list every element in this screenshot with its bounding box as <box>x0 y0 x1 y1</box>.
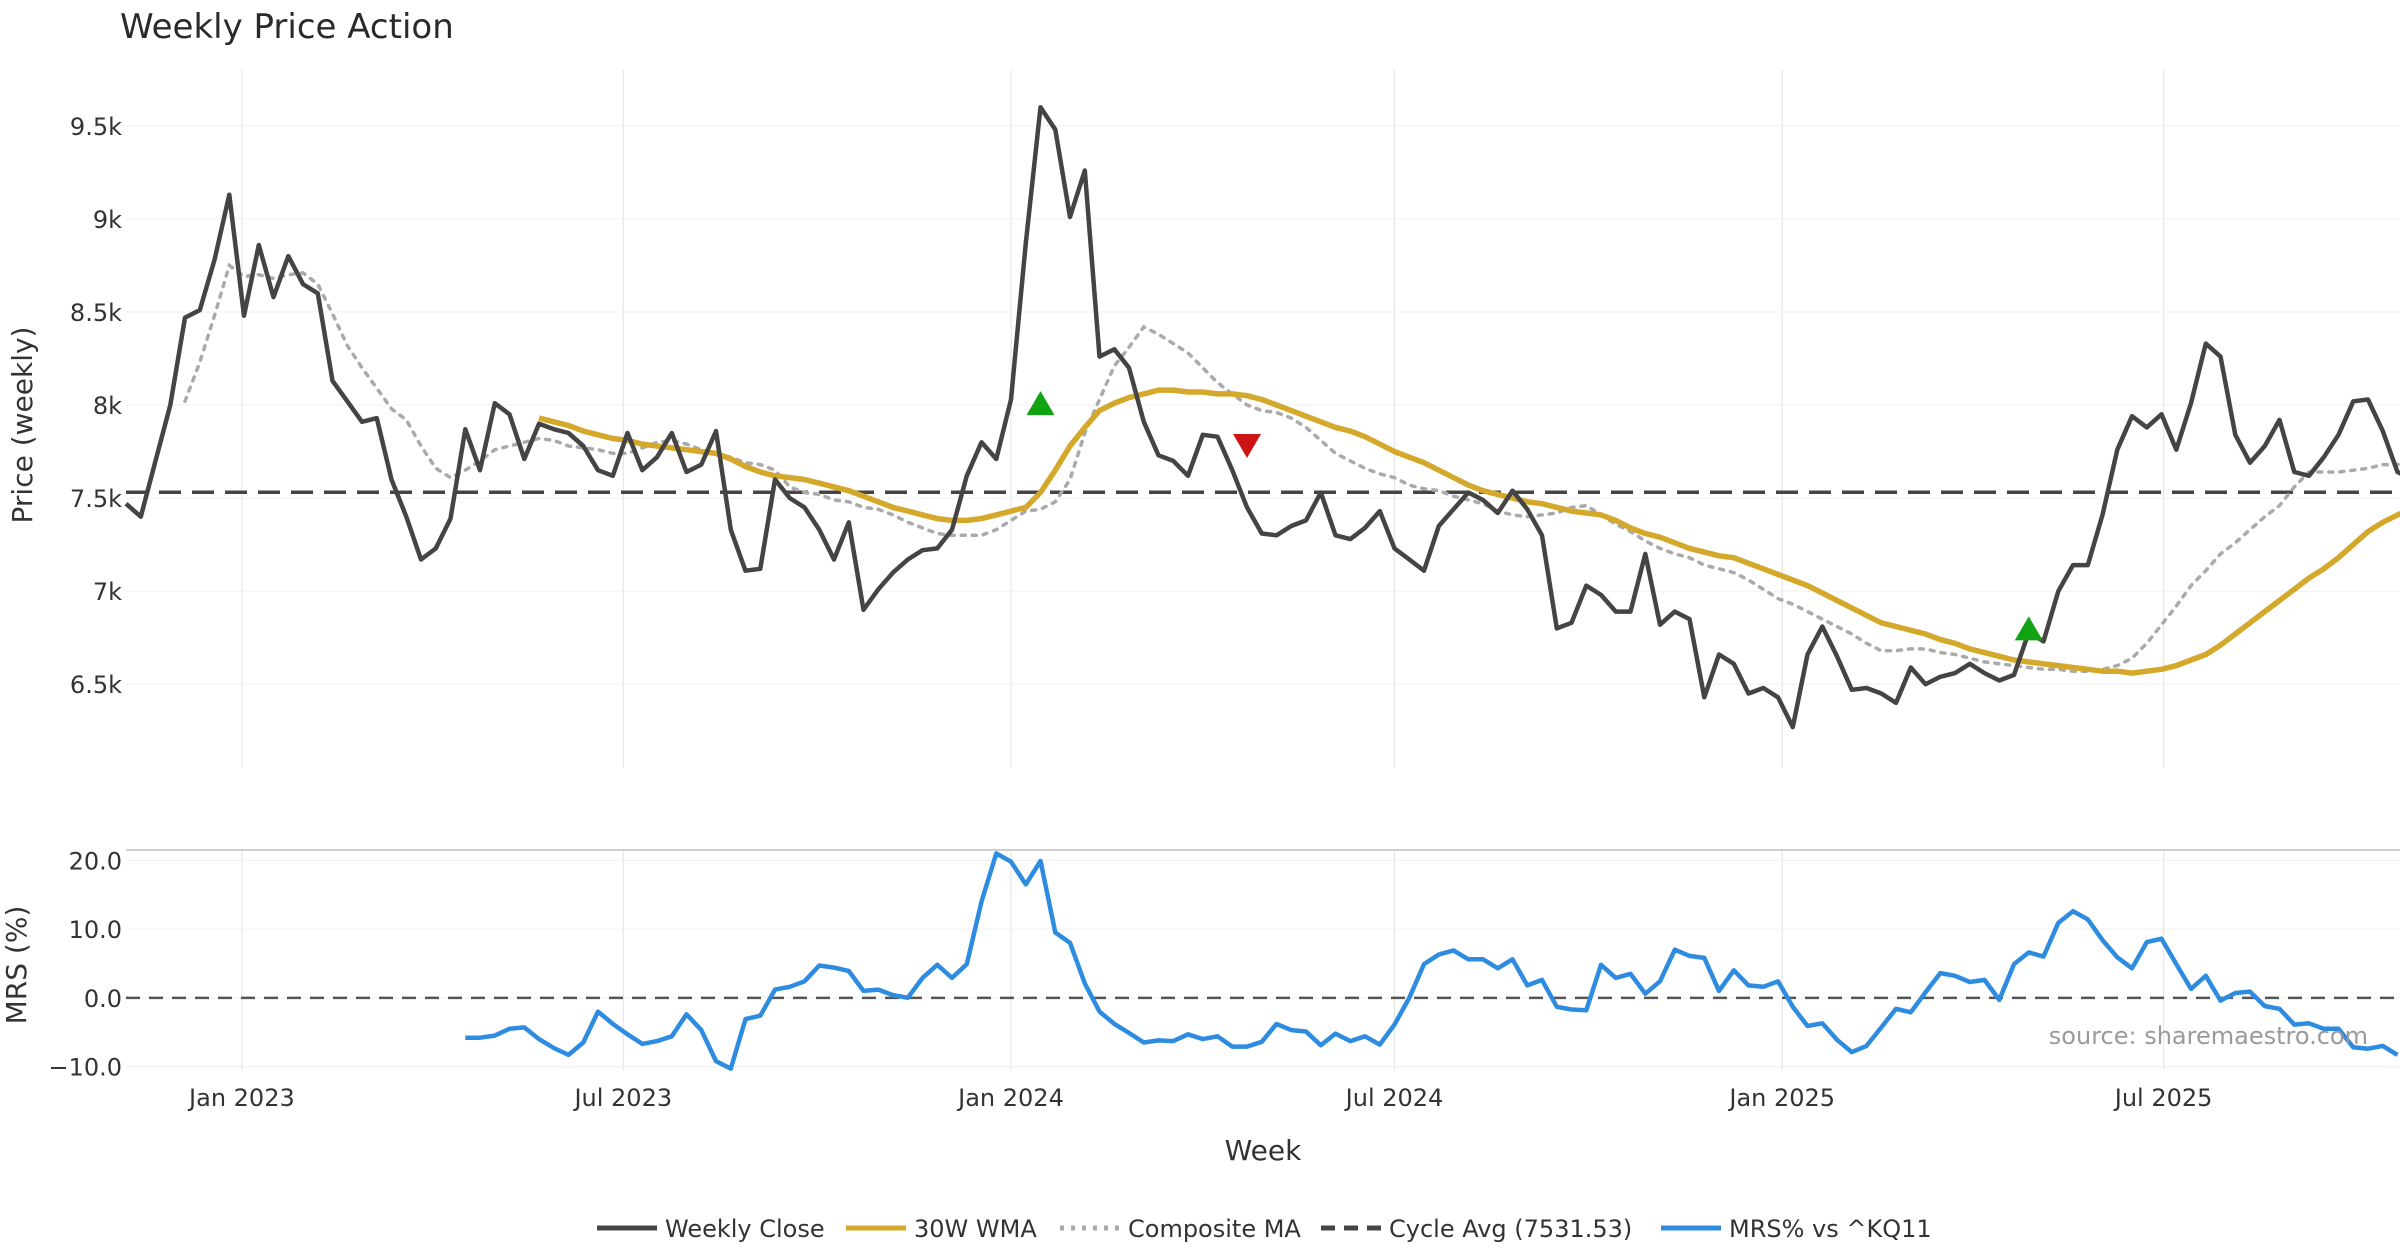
legend-label: Cycle Avg (7531.53) <box>1389 1215 1632 1243</box>
price-y-ticks: 6.5k 7k 7.5k 8k 8.5k 9k 9.5k <box>70 113 122 699</box>
price-y-tick-label: 6.5k <box>70 671 122 699</box>
mrs-y-ticks: −10.0 0.0 10.0 20.0 <box>48 847 122 1081</box>
mrs-y-axis-title: MRS (%) <box>0 906 33 1025</box>
buy-signal-marker <box>2014 616 2043 641</box>
legend: Weekly Close 30W WMA Composite MA Cycle Avg… <box>597 1215 1932 1243</box>
x-ticks: Jan 2023 Jul 2023 Jan 2024 Jul 2024 Jan 2025… <box>187 1084 2212 1112</box>
price-y-tick-label: 8.5k <box>70 299 122 327</box>
legend-label: Composite MA <box>1128 1215 1301 1243</box>
wma-30w-line <box>538 387 2400 676</box>
mrs-y-tick-label: 0.0 <box>84 985 122 1013</box>
price-y-axis-title: Price (weekly) <box>6 327 39 524</box>
price-y-tick-label: 9.5k <box>70 113 122 141</box>
price-y-tick-label: 8k <box>93 392 122 420</box>
legend-label: MRS% vs ^KQ11 <box>1729 1215 1932 1243</box>
price-y-tick-label: 7.5k <box>70 485 122 513</box>
source-watermark: source: sharemaestro.com <box>2049 1022 2368 1050</box>
mrs-y-tick-label: 10.0 <box>69 916 122 944</box>
signal-markers <box>1026 391 2043 641</box>
x-tick-label: Jul 2024 <box>1344 1084 1444 1112</box>
legend-label: Weekly Close <box>665 1215 825 1243</box>
x-tick-label: Jul 2025 <box>2113 1084 2213 1112</box>
weekly-close-line <box>124 104 2400 730</box>
mrs-line <box>465 851 2399 1071</box>
buy-signal-marker <box>1026 391 1055 416</box>
x-axis-title: Week <box>1225 1134 1302 1167</box>
mrs-series <box>126 851 2400 1071</box>
x-tick-label: Jan 2024 <box>956 1084 1064 1112</box>
sell-signal-marker <box>1233 433 1261 458</box>
composite-ma-line <box>183 262 2400 673</box>
x-tick-label: Jan 2025 <box>1727 1084 1835 1112</box>
chart-title: Weekly Price Action <box>120 7 454 47</box>
legend-label: 30W WMA <box>914 1215 1037 1243</box>
price-series <box>124 104 2400 730</box>
price-y-tick-label: 9k <box>93 206 122 234</box>
x-tick-label: Jul 2023 <box>572 1084 672 1112</box>
price-y-tick-label: 7k <box>93 578 122 606</box>
mrs-y-tick-label: 20.0 <box>69 847 122 875</box>
mrs-y-tick-label: −10.0 <box>48 1054 122 1082</box>
x-tick-label: Jan 2023 <box>187 1084 295 1112</box>
